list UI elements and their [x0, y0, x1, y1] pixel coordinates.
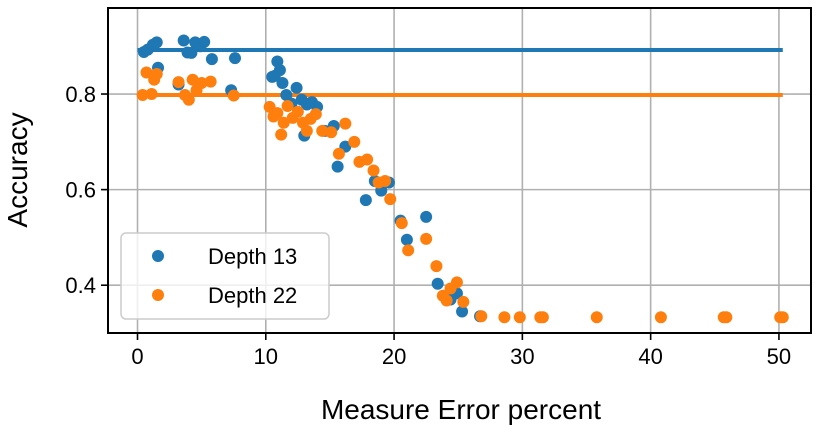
point-depth-22 — [275, 128, 288, 141]
point-depth-13 — [205, 53, 218, 66]
plot-frame — [107, 7, 812, 334]
point-depth-22 — [590, 311, 603, 324]
point-depth-22 — [227, 89, 240, 102]
y-tick-label: 0.6 — [65, 178, 96, 203]
point-depth-22 — [720, 311, 733, 324]
x-tick-label: 40 — [638, 344, 662, 369]
point-depth-22 — [271, 107, 284, 120]
point-depth-22 — [450, 276, 463, 289]
x-tick-label: 0 — [131, 344, 143, 369]
point-depth-22 — [384, 193, 397, 206]
axis-ticks — [101, 93, 780, 340]
point-depth-13 — [456, 305, 469, 318]
point-depth-13 — [198, 35, 211, 48]
x-tick-label: 50 — [767, 344, 791, 369]
point-depth-22 — [513, 311, 526, 324]
point-depth-13 — [185, 46, 198, 59]
point-depth-22 — [420, 232, 433, 245]
x-axis-label: Measure Error percent — [321, 394, 601, 425]
point-depth-22 — [150, 67, 163, 80]
point-depth-13 — [290, 81, 303, 94]
x-tick-label: 20 — [382, 344, 406, 369]
legend: Depth 13 Depth 22 — [120, 232, 330, 320]
point-depth-22 — [325, 126, 338, 139]
tick-labels: 0 10 20 30 40 50 0.4 0.6 0.8 — [65, 82, 791, 369]
baseline-lines — [137, 48, 783, 97]
point-depth-22 — [348, 135, 361, 148]
x-tick-label: 30 — [510, 344, 534, 369]
point-depth-22 — [291, 105, 304, 118]
point-depth-22 — [339, 117, 352, 130]
point-depth-22 — [498, 311, 511, 324]
point-depth-22 — [457, 295, 470, 308]
legend-marker-depth-22 — [152, 289, 164, 301]
point-depth-22 — [332, 147, 345, 160]
legend-label-depth-22: Depth 22 — [208, 283, 297, 308]
point-depth-13 — [150, 36, 163, 49]
y-axis-label: Accuracy — [2, 112, 33, 227]
point-depth-13 — [331, 160, 344, 173]
point-depth-13 — [229, 52, 242, 65]
point-depth-22 — [145, 88, 158, 101]
point-depth-22 — [182, 93, 195, 106]
point-depth-22 — [430, 260, 443, 273]
point-depth-22 — [361, 153, 374, 166]
y-tick-label: 0.8 — [65, 82, 96, 107]
legend-marker-depth-13 — [152, 250, 164, 262]
point-depth-13 — [276, 77, 289, 90]
point-depth-22 — [536, 311, 549, 324]
point-depth-13 — [420, 210, 433, 223]
point-depth-22 — [367, 164, 380, 177]
point-depth-13 — [359, 194, 372, 207]
point-depth-22 — [204, 75, 217, 88]
point-depth-22 — [316, 124, 329, 137]
legend-label-depth-13: Depth 13 — [208, 244, 297, 269]
point-depth-22 — [300, 124, 313, 137]
point-depth-22 — [136, 88, 149, 101]
point-depth-22 — [654, 311, 667, 324]
scatter-points — [136, 34, 789, 324]
point-depth-22 — [281, 99, 294, 112]
point-depth-22 — [195, 77, 208, 90]
point-depth-22 — [440, 294, 453, 307]
point-depth-22 — [309, 108, 322, 121]
point-depth-22 — [277, 116, 290, 129]
point-depth-22 — [776, 311, 789, 324]
point-depth-13 — [400, 233, 413, 246]
point-depth-22 — [475, 310, 488, 323]
point-depth-13 — [177, 34, 190, 47]
point-depth-22 — [402, 244, 415, 257]
point-depth-22 — [172, 76, 185, 89]
point-depth-13 — [431, 277, 444, 290]
point-depth-22 — [379, 175, 392, 188]
point-depth-13 — [273, 64, 286, 77]
legend-box — [120, 232, 330, 320]
point-depth-22 — [140, 66, 153, 79]
point-depth-22 — [395, 217, 408, 230]
y-tick-label: 0.4 — [65, 273, 96, 298]
x-tick-label: 10 — [254, 344, 278, 369]
